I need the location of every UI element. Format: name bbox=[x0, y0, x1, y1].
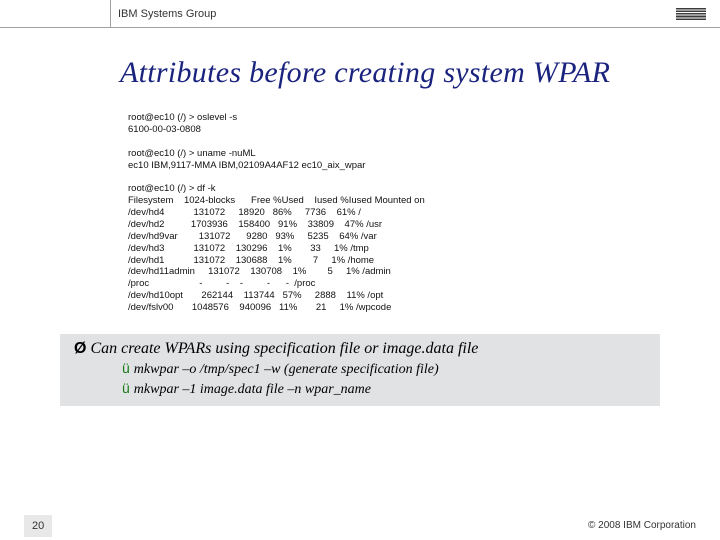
group-label: IBM Systems Group bbox=[118, 8, 216, 20]
terminal-block-3: root@ec10 (/) > df -k Filesystem 1024-bl… bbox=[128, 183, 425, 313]
note-sub-1: ü mkwpar –o /tmp/spec1 –w (generate speci… bbox=[74, 360, 646, 378]
terminal-output: root@ec10 (/) > oslevel -s 6100-00-03-08… bbox=[0, 90, 720, 314]
arrow-icon: Ø bbox=[74, 340, 86, 357]
header-bar: IBM Systems Group bbox=[0, 0, 720, 28]
note-sub-2: ü mkwpar –1 image.data file –n wpar_name bbox=[74, 380, 646, 398]
page-number: 20 bbox=[24, 515, 52, 537]
terminal-block-1: root@ec10 (/) > oslevel -s 6100-00-03-08… bbox=[128, 112, 237, 135]
note-box: ØCan create WPARs using specification fi… bbox=[60, 334, 660, 406]
terminal-block-2: root@ec10 (/) > uname -nuML ec10 IBM,911… bbox=[128, 148, 365, 171]
note-headline: ØCan create WPARs using specification fi… bbox=[74, 340, 646, 358]
check-icon: ü bbox=[122, 380, 130, 396]
header-divider bbox=[110, 0, 111, 28]
page-title: Attributes before creating system WPAR bbox=[120, 56, 680, 90]
copyright: © 2008 IBM Corporation bbox=[588, 520, 696, 531]
note-sub-1-text: mkwpar –o /tmp/spec1 –w (generate specif… bbox=[134, 362, 439, 377]
ibm-logo bbox=[676, 8, 706, 20]
check-icon: ü bbox=[122, 360, 130, 376]
footer: 20 © 2008 IBM Corporation bbox=[0, 510, 720, 540]
note-sub-2-text: mkwpar –1 image.data file –n wpar_name bbox=[134, 382, 371, 397]
note-headline-text: Can create WPARs using specification fil… bbox=[90, 340, 478, 357]
title-region: Attributes before creating system WPAR bbox=[0, 28, 720, 90]
